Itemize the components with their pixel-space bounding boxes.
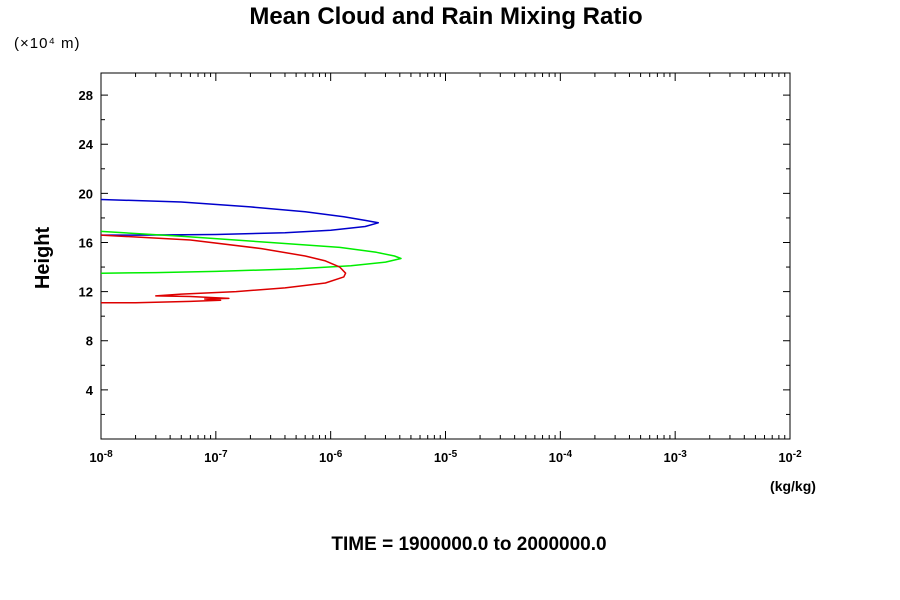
series-line-3 <box>100 234 347 304</box>
series-lines <box>100 198 402 304</box>
y-tick-label: 28 <box>79 88 93 103</box>
y-tick-label: 20 <box>79 186 93 201</box>
x-tick-label: 10-3 <box>663 449 687 465</box>
y-tick-labels: 4 8 12 16 20 24 28 <box>79 88 94 398</box>
x-tick-label: 10-5 <box>434 449 458 465</box>
y-unit-label: (×10⁴ m) <box>14 35 81 52</box>
y-tick-label: 24 <box>79 137 94 152</box>
x-tick-labels: 10-8 10-7 10-6 10-5 10-4 10-3 10-2 <box>89 449 802 465</box>
x-tick-label: 10-6 <box>319 449 343 465</box>
x-unit-label: (kg/kg) <box>770 478 816 494</box>
series-line-2 <box>100 230 402 274</box>
x-tick-label: 10-8 <box>89 449 113 465</box>
x-tick-label: 10-4 <box>549 449 573 465</box>
axis-ticks <box>100 73 791 439</box>
y-tick-label: 16 <box>79 235 93 250</box>
y-tick-label: 8 <box>86 334 93 349</box>
series-line-1 <box>100 198 380 236</box>
x-tick-label: 10-7 <box>204 449 228 465</box>
y-axis-title: Height <box>32 227 54 290</box>
chart-title: Mean Cloud and Rain Mixing Ratio <box>249 3 642 30</box>
y-tick-label: 4 <box>86 383 94 398</box>
time-range-label: TIME = 1900000.0 to 2000000.0 <box>331 534 606 555</box>
plot-frame <box>100 72 791 440</box>
x-tick-label: 10-2 <box>778 449 802 465</box>
y-tick-label: 12 <box>79 285 93 300</box>
